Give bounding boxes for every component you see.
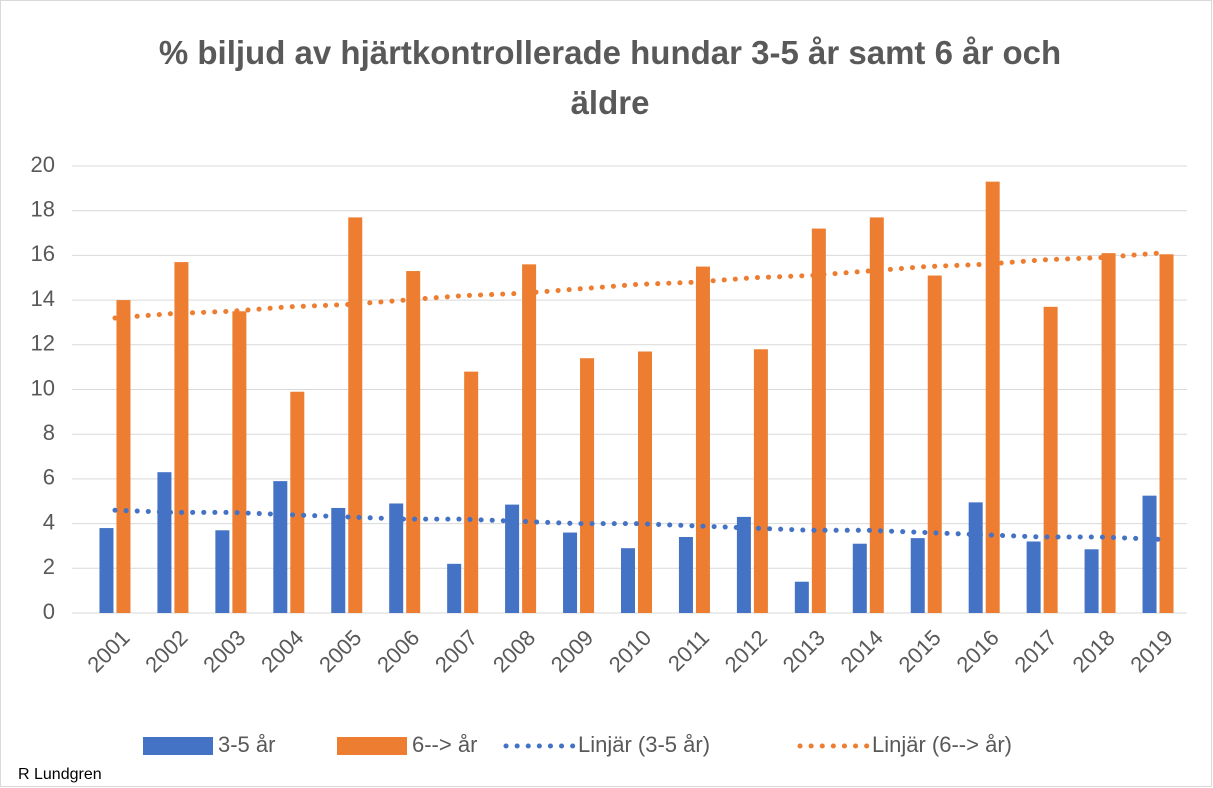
y-tick-label: 16 bbox=[31, 241, 55, 266]
y-tick-label: 2 bbox=[43, 554, 55, 579]
x-tick-label: 2018 bbox=[1067, 625, 1119, 677]
y-tick-label: 8 bbox=[43, 420, 55, 445]
x-tick-label: 2017 bbox=[1009, 625, 1061, 677]
legend-label: 6--> år bbox=[412, 732, 477, 757]
x-tick-label: 2005 bbox=[314, 625, 366, 677]
bar bbox=[852, 543, 867, 613]
y-tick-label: 0 bbox=[43, 599, 55, 624]
chart-title: % biljud av hjärtkontrollerade hundar 3-… bbox=[158, 34, 1062, 121]
x-tick-label: 2019 bbox=[1125, 625, 1177, 677]
bar bbox=[695, 266, 710, 613]
bar bbox=[406, 271, 421, 613]
trend-line bbox=[112, 507, 1161, 542]
bar bbox=[621, 548, 635, 613]
bar bbox=[290, 391, 305, 613]
bar bbox=[215, 530, 230, 613]
x-tick-label: 2006 bbox=[372, 625, 424, 677]
x-tick-label: 2002 bbox=[140, 625, 192, 677]
bar bbox=[505, 504, 520, 613]
x-tick-label: 2015 bbox=[894, 625, 946, 677]
bar bbox=[910, 538, 925, 613]
bar bbox=[99, 528, 114, 613]
bar bbox=[638, 351, 652, 613]
legend-label: Linjär (6--> år) bbox=[872, 732, 1012, 757]
bar bbox=[580, 358, 595, 613]
x-tick-label: 2001 bbox=[82, 625, 134, 677]
bar bbox=[1101, 253, 1116, 614]
y-tick-label: 18 bbox=[31, 197, 55, 222]
bar bbox=[273, 481, 288, 613]
x-tick-label: 2012 bbox=[720, 625, 772, 677]
x-tick-label: 2011 bbox=[663, 625, 714, 676]
trend-line bbox=[112, 250, 1161, 321]
bar bbox=[1084, 549, 1099, 613]
bar bbox=[985, 181, 1000, 613]
y-tick-label: 14 bbox=[31, 286, 55, 311]
bar bbox=[348, 217, 363, 613]
bar bbox=[232, 311, 247, 613]
legend-label: 3-5 år bbox=[218, 732, 275, 757]
bar bbox=[1026, 541, 1041, 613]
x-tick-label: 2004 bbox=[256, 625, 308, 677]
bar bbox=[968, 502, 983, 613]
bar bbox=[331, 507, 346, 613]
y-tick-label: 20 bbox=[31, 152, 55, 177]
bar bbox=[811, 228, 826, 613]
bar bbox=[1142, 495, 1157, 613]
x-tick-label: 2013 bbox=[778, 625, 830, 677]
bar bbox=[1043, 306, 1058, 613]
bar bbox=[736, 516, 751, 613]
bar bbox=[563, 532, 578, 613]
legend-swatch bbox=[337, 737, 407, 755]
legend-swatch bbox=[143, 737, 213, 755]
bar bbox=[794, 581, 809, 613]
y-tick-label: 10 bbox=[31, 375, 55, 400]
x-tick-label: 2010 bbox=[604, 625, 656, 677]
x-tick-label: 2014 bbox=[836, 625, 888, 677]
y-tick-label: 12 bbox=[31, 331, 55, 356]
bar bbox=[522, 264, 537, 613]
bar bbox=[753, 349, 768, 613]
footnote: R Lundgren bbox=[18, 766, 102, 783]
bar bbox=[1159, 254, 1174, 613]
bar bbox=[174, 262, 189, 613]
x-tick-label: 2003 bbox=[198, 625, 250, 677]
x-tick-label: 2007 bbox=[430, 625, 482, 677]
bar bbox=[464, 371, 479, 613]
bar bbox=[157, 472, 172, 613]
x-tick-label: 2016 bbox=[952, 625, 1004, 677]
bar bbox=[389, 503, 404, 613]
bar bbox=[116, 300, 131, 613]
bar bbox=[927, 275, 942, 613]
legend-label: Linjär (3-5 år) bbox=[578, 732, 710, 757]
bar bbox=[678, 537, 693, 613]
y-tick-label: 6 bbox=[43, 465, 55, 490]
bar bbox=[869, 217, 884, 613]
x-tick-label: 2009 bbox=[546, 625, 598, 677]
x-tick-label: 2008 bbox=[488, 625, 540, 677]
bar bbox=[447, 563, 462, 613]
y-tick-label: 4 bbox=[43, 509, 55, 534]
